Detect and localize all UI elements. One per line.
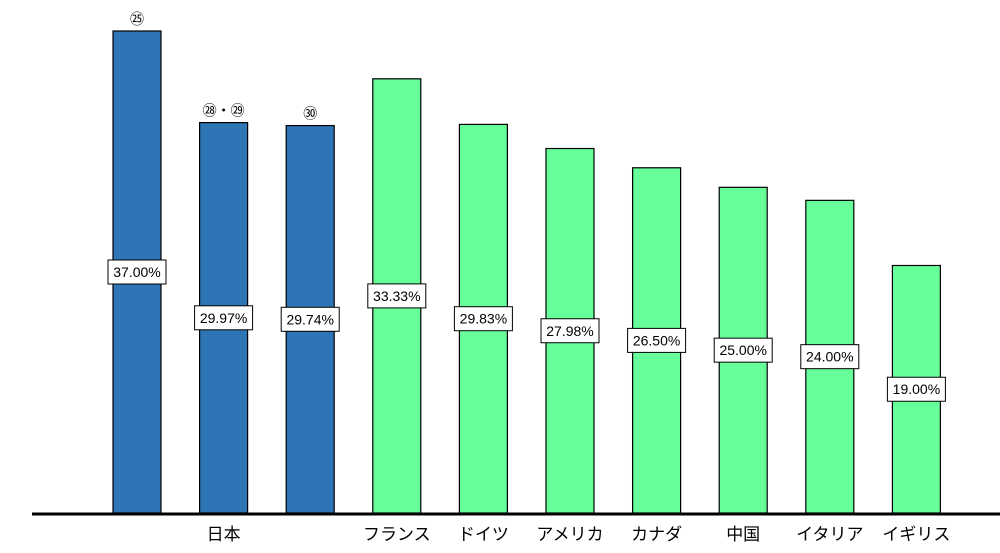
category-label-2: 日本 (207, 525, 241, 545)
value-label-box (627, 327, 687, 353)
value-label-box (194, 305, 254, 331)
value-label-text: 29.97% (200, 310, 247, 326)
value-label-box (280, 306, 340, 332)
value-label-3: 29.74% (280, 306, 340, 332)
year-label-3: ㉚ (303, 107, 317, 123)
value-label-text: 29.74% (286, 311, 333, 327)
value-label-text: 37.00% (113, 264, 160, 280)
value-label-text: 26.50% (633, 332, 680, 348)
value-label-1: 37.00% (107, 259, 167, 285)
value-label-4: 33.33% (367, 283, 427, 309)
year-label-1: ㉕ (130, 12, 144, 28)
value-label-text: 33.33% (373, 288, 420, 304)
category-label-7: カナダ (631, 525, 682, 545)
value-label-7: 26.50% (627, 327, 687, 353)
value-label-text: 19.00% (893, 381, 940, 397)
value-label-text: 29.83% (460, 311, 507, 327)
value-label-box (886, 376, 946, 402)
value-label-8: 25.00% (713, 337, 773, 363)
value-label-box (540, 318, 600, 344)
category-label-9: イタリア (796, 525, 863, 545)
value-labels-group: 37.00% 29.97% 29.74% 33.33% 29.83% 27.98% 26.5… (107, 259, 946, 402)
value-label-text: 25.00% (719, 342, 766, 358)
category-label-10: イギリス (882, 525, 950, 545)
value-label-text: 27.98% (546, 323, 593, 339)
category-label-4: フランス (363, 525, 431, 545)
category-labels-group: 日本 フランス ドイツ アメリカ カナダ 中国 イタリア イギリス (207, 525, 951, 545)
category-label-5: ドイツ (458, 525, 509, 545)
value-label-box (107, 259, 167, 285)
year-label-2: ㉘・㉙ (203, 104, 245, 120)
value-label-6: 27.98% (540, 318, 600, 344)
value-label-box (713, 337, 773, 363)
value-label-box (453, 306, 513, 332)
value-label-2: 29.97% (194, 305, 254, 331)
value-label-box (367, 283, 427, 309)
value-label-10: 19.00% (886, 376, 946, 402)
category-label-6: アメリカ (536, 525, 603, 545)
value-label-text: 24.00% (806, 349, 853, 365)
value-label-box (800, 344, 860, 370)
value-label-9: 24.00% (800, 344, 860, 370)
category-label-8: 中国 (726, 525, 760, 545)
value-label-5: 29.83% (453, 306, 513, 332)
